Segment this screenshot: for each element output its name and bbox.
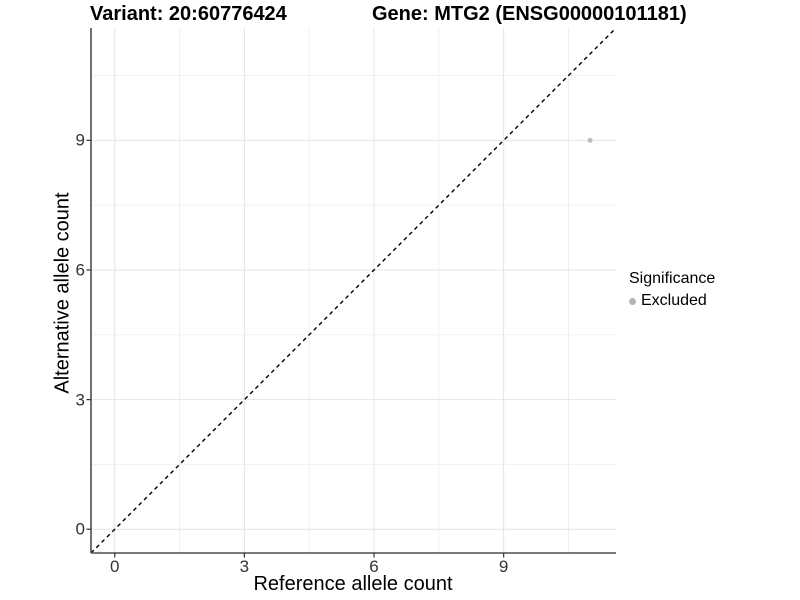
- y-tick-label: 0: [75, 519, 85, 539]
- y-tick-label: 6: [75, 260, 85, 280]
- plot-title-gene: Gene: MTG2 (ENSG00000101181): [372, 3, 687, 25]
- y-tick-label: 3: [75, 390, 85, 410]
- y-tick-label: 9: [75, 130, 85, 150]
- x-tick-label: 6: [369, 557, 379, 576]
- x-tick-label: 0: [110, 557, 120, 576]
- legend-item-label: Excluded: [641, 292, 707, 309]
- x-tick-label: 3: [239, 557, 250, 576]
- data-point: [587, 137, 593, 143]
- legend-point-icon: [629, 297, 636, 305]
- y-axis-title: Alternative allele count: [51, 192, 74, 394]
- plot-panel: [86, 27, 617, 558]
- plot-title-variant: Variant: 20:60776424: [90, 3, 287, 25]
- x-axis-title: Reference allele count: [253, 573, 453, 595]
- legend: Significance Excluded: [629, 270, 715, 310]
- legend-item-excluded: Excluded: [629, 292, 715, 310]
- x-tick-label: 9: [498, 557, 509, 576]
- legend-title: Significance: [629, 270, 716, 287]
- identity-dashed-line: [90, 27, 617, 554]
